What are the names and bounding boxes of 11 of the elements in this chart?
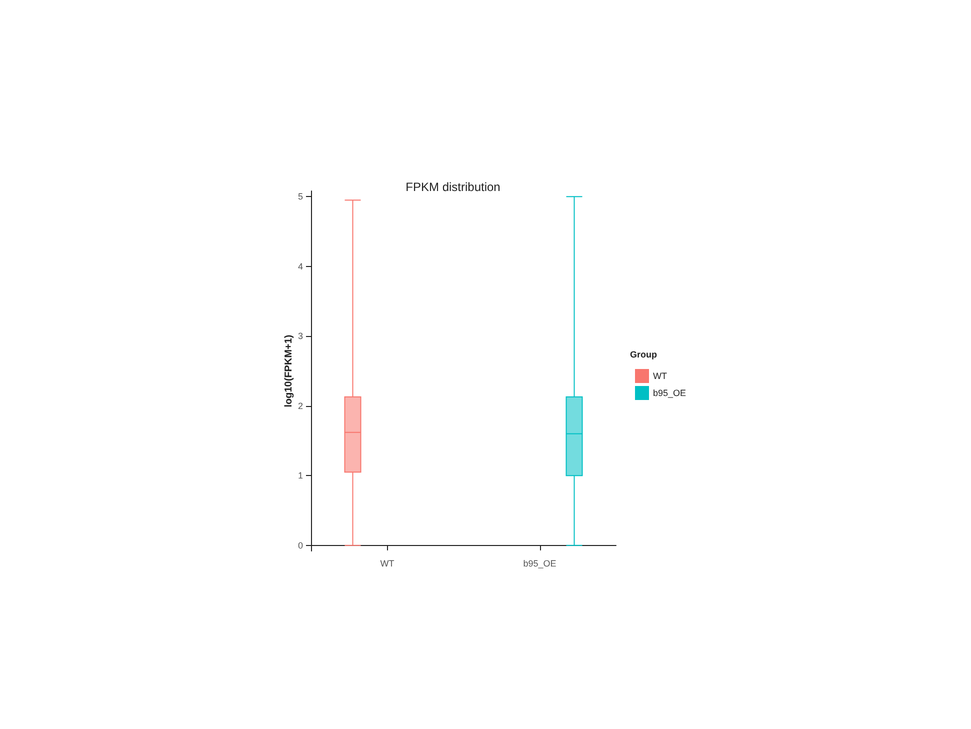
legend-title: Group	[630, 350, 658, 360]
y-axis-title: log10(FPKM+1)	[284, 334, 295, 408]
y-tick-label: 0	[298, 540, 303, 550]
y-tick-label: 1	[298, 470, 303, 481]
chart-title: FPKM distribution	[406, 180, 500, 194]
y-tick-label: 5	[298, 192, 303, 202]
legend-label: WT	[653, 371, 668, 381]
legend-label: b95_OE	[653, 388, 686, 398]
y-tick-label: 4	[298, 261, 303, 272]
y-tick-label: 3	[298, 331, 303, 342]
y-tick-label: 2	[298, 400, 303, 411]
